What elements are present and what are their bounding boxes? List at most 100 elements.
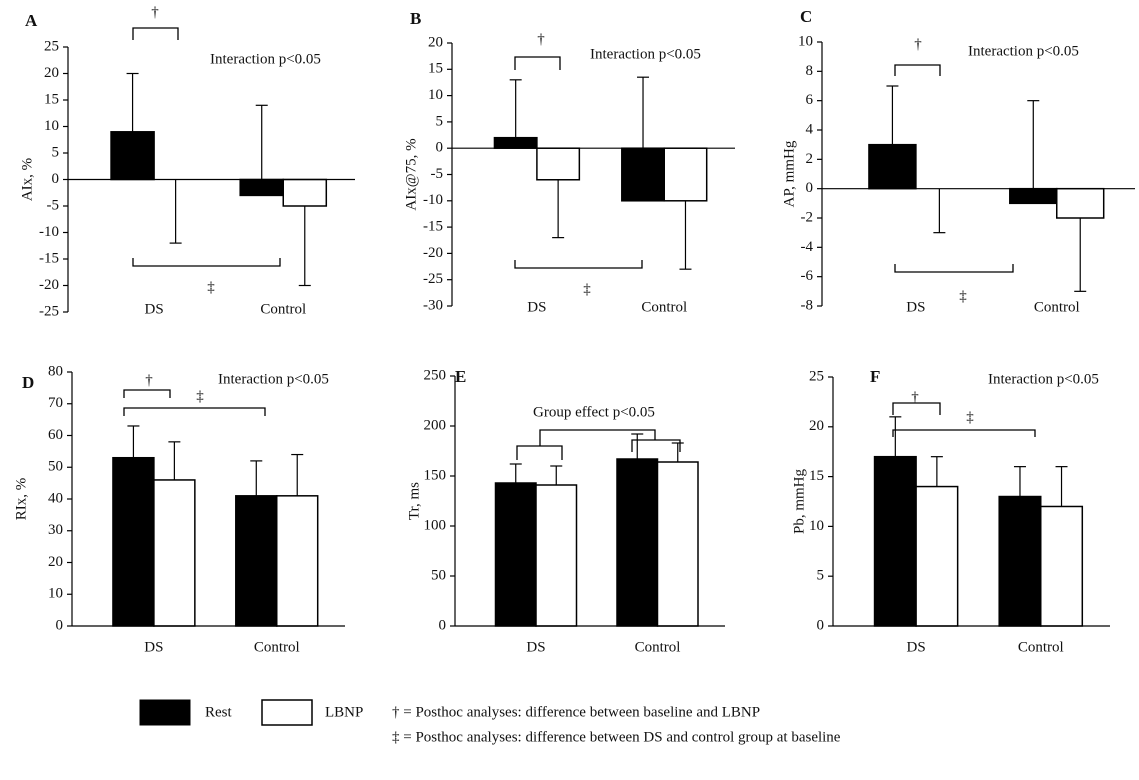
- y-tick-label: 20: [48, 554, 63, 570]
- x-tick-label: DS: [527, 299, 546, 315]
- y-axis-label: Pb, mmHg: [791, 468, 807, 534]
- y-tick-label: 60: [48, 427, 63, 443]
- y-tick-label: 4: [806, 121, 814, 137]
- bar: [494, 482, 537, 627]
- y-tick-label: 25: [44, 38, 59, 54]
- y-tick-label: -25: [423, 271, 443, 287]
- y-tick-label: 0: [436, 140, 444, 156]
- y-tick-label: -15: [423, 219, 443, 235]
- y-tick-label: 70: [48, 395, 63, 411]
- bar: [110, 131, 155, 181]
- x-tick-label: Control: [641, 299, 687, 315]
- annotation: ‡: [959, 288, 967, 304]
- bar: [998, 495, 1042, 627]
- bracket: [132, 258, 281, 267]
- annotation: Interaction p<0.05: [968, 43, 1079, 59]
- bracket: [894, 64, 941, 76]
- x-tick-label: Control: [260, 301, 306, 317]
- y-tick-label: 50: [431, 567, 446, 583]
- annotation: Interaction p<0.05: [590, 46, 701, 62]
- footnote: † = Posthoc analyses: difference between…: [392, 704, 760, 720]
- bar: [239, 178, 284, 197]
- y-tick-label: 50: [48, 459, 63, 475]
- y-tick-label: -10: [423, 192, 443, 208]
- bracket: [892, 402, 941, 415]
- y-tick-label: 20: [428, 34, 443, 50]
- bracket: [539, 429, 656, 446]
- bracket: [514, 56, 561, 70]
- bar: [616, 458, 659, 627]
- bracket: [892, 429, 1036, 437]
- panel-label: E: [455, 367, 466, 386]
- x-tick-label: DS: [906, 299, 925, 315]
- bracket: [516, 445, 563, 460]
- y-tick-label: 5: [817, 568, 825, 584]
- y-tick-label: -20: [39, 277, 59, 293]
- bar: [112, 456, 155, 627]
- y-axis-label: RIx, %: [13, 478, 29, 521]
- y-tick-label: 15: [428, 61, 443, 77]
- x-tick-label: DS: [526, 639, 545, 655]
- bar: [621, 147, 665, 202]
- bar: [153, 479, 196, 627]
- bar: [276, 495, 319, 627]
- y-tick-label: 0: [817, 617, 825, 633]
- y-tick-label: 25: [809, 368, 824, 384]
- bracket: [132, 27, 179, 40]
- y-tick-label: 0: [439, 617, 447, 633]
- annotation: ‡: [966, 409, 974, 425]
- bar: [656, 461, 699, 627]
- y-tick-label: 150: [424, 467, 447, 483]
- y-tick-label: 2: [806, 151, 814, 167]
- y-tick-label: 10: [809, 518, 824, 534]
- x-tick-label: Control: [1034, 299, 1080, 315]
- y-tick-label: -6: [801, 268, 814, 284]
- y-tick-label: 0: [806, 180, 814, 196]
- bar: [235, 495, 278, 627]
- annotation: Interaction p<0.05: [210, 51, 321, 67]
- footnote: ‡ = Posthoc analyses: difference between…: [392, 729, 841, 745]
- y-tick-label: 5: [436, 113, 444, 129]
- annotation: Interaction p<0.05: [218, 371, 329, 387]
- bar: [535, 484, 578, 627]
- annotation: Interaction p<0.05: [988, 371, 1099, 387]
- y-tick-label: 20: [809, 418, 824, 434]
- bracket: [123, 389, 171, 398]
- y-tick-label: 0: [56, 617, 64, 633]
- legend-label: Rest: [205, 704, 233, 720]
- panel-label: D: [22, 373, 34, 392]
- annotation: Group effect p<0.05: [533, 404, 655, 420]
- bar: [282, 178, 328, 207]
- y-tick-label: -2: [801, 209, 814, 225]
- y-tick-label: -8: [801, 297, 814, 313]
- bar: [868, 143, 917, 190]
- y-tick-label: 80: [48, 363, 63, 379]
- y-tick-label: 0: [52, 171, 60, 187]
- y-tick-label: -4: [801, 239, 814, 255]
- y-tick-label: -5: [431, 166, 444, 182]
- annotation: ‡: [196, 388, 204, 404]
- legend-label: LBNP: [325, 704, 363, 720]
- y-tick-label: 10: [44, 118, 59, 134]
- y-tick-label: 250: [424, 367, 447, 383]
- x-tick-label: DS: [145, 301, 164, 317]
- y-tick-label: 20: [44, 65, 59, 81]
- legend-swatch-rest: [139, 699, 191, 726]
- y-tick-label: -30: [423, 297, 443, 313]
- y-tick-label: 5: [52, 144, 60, 160]
- annotation: †: [914, 36, 922, 52]
- bracket: [123, 407, 266, 416]
- y-tick-label: 15: [809, 468, 824, 484]
- annotation: ‡: [583, 281, 591, 297]
- bar: [663, 147, 708, 202]
- bracket: [514, 260, 643, 269]
- y-tick-label: 8: [806, 63, 814, 79]
- y-tick-label: 6: [806, 92, 814, 108]
- x-tick-label: DS: [144, 639, 163, 655]
- bar: [1009, 187, 1058, 205]
- y-axis-label: Tr, ms: [406, 482, 422, 520]
- y-tick-label: -20: [423, 245, 443, 261]
- y-tick-label: 100: [424, 517, 447, 533]
- y-tick-label: -15: [39, 250, 59, 266]
- bracket: [631, 439, 681, 452]
